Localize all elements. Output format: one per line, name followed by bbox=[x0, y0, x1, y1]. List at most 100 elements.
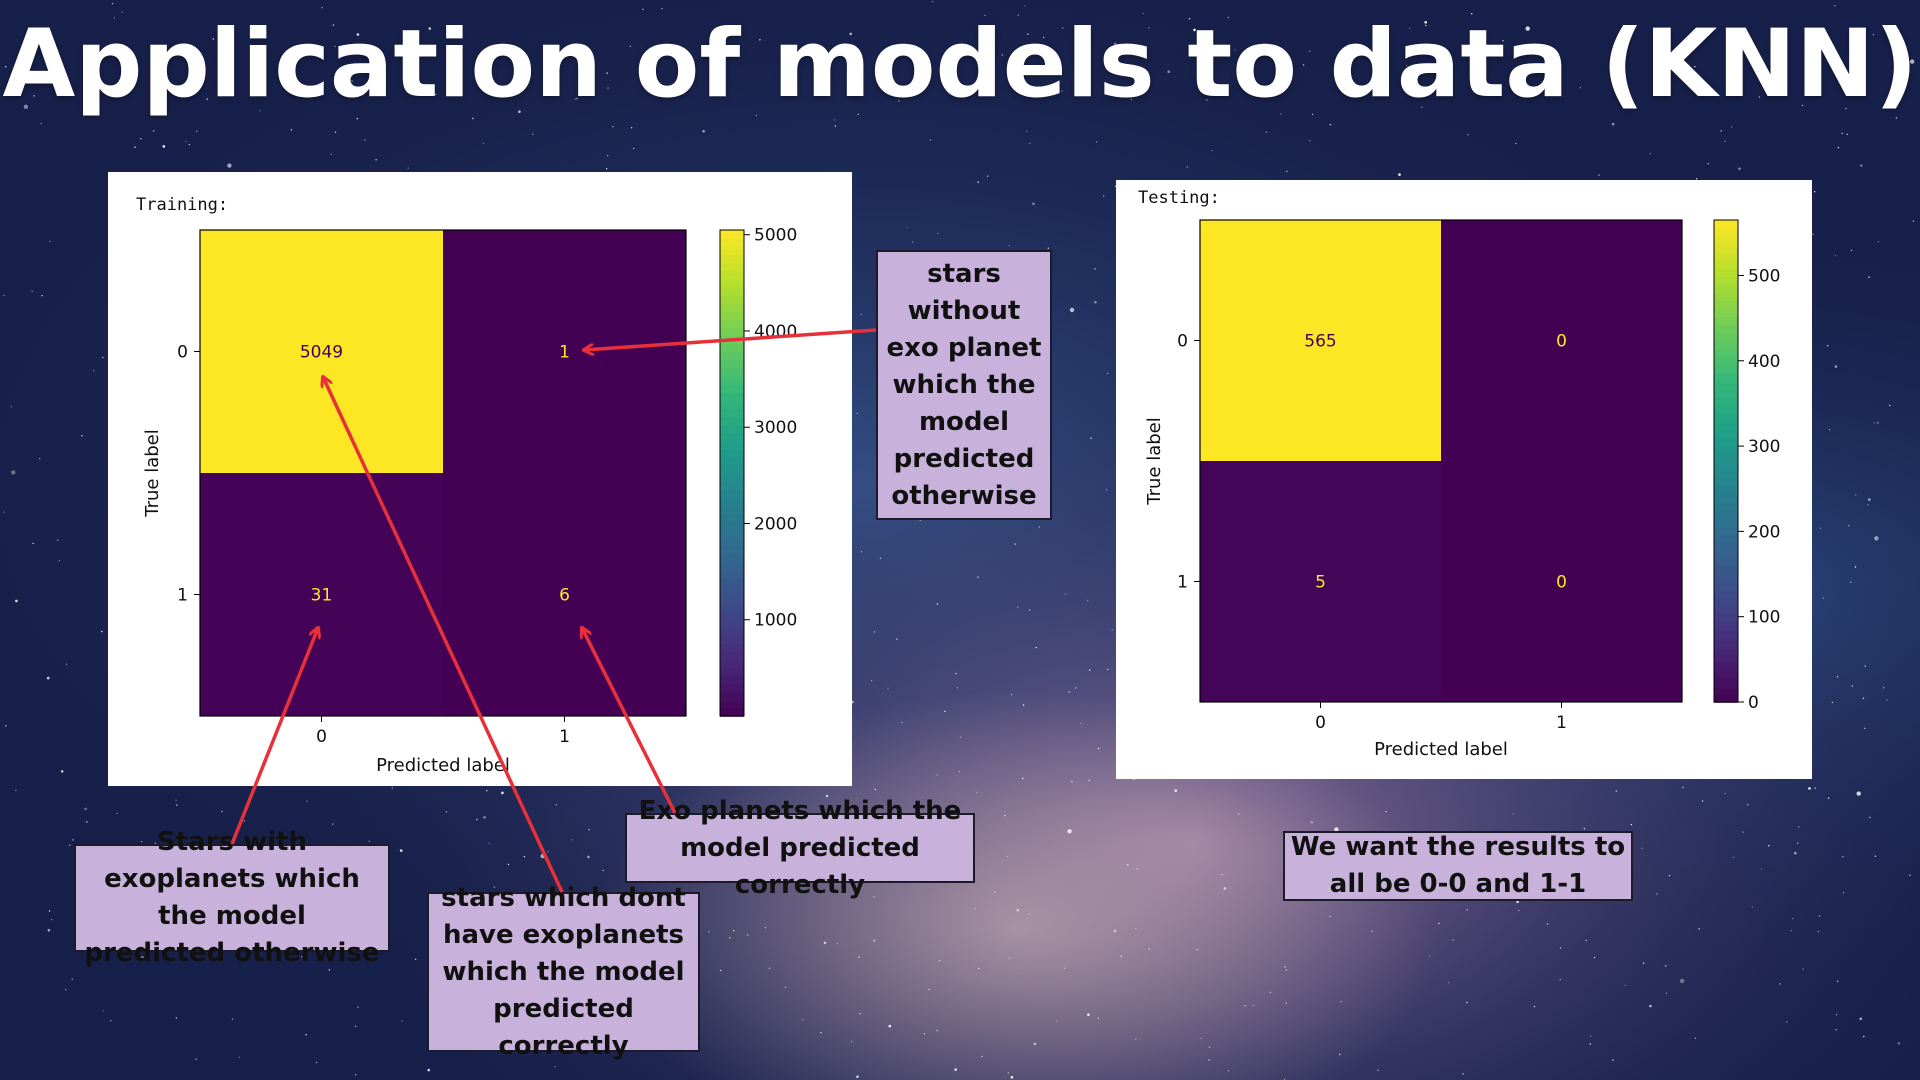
training-panel: Training: 5049 1 31 6 0 1 0 1 Predicted label True… bbox=[108, 172, 852, 786]
test-colorbar-segment bbox=[1714, 613, 1738, 623]
train-cell-value-1-1: 6 bbox=[559, 586, 570, 606]
test-x-tick-0: 0 bbox=[1315, 713, 1326, 733]
train-colorbar-segment bbox=[720, 311, 744, 320]
train-colorbar-segment bbox=[720, 335, 744, 345]
test-colorbar-tick-2: 200 bbox=[1748, 522, 1780, 542]
train-cell-value-1-0: 31 bbox=[311, 586, 333, 606]
test-matrix-frame bbox=[1199, 219, 1683, 703]
train-x-tick-1: 1 bbox=[559, 727, 570, 747]
test-cell-value-1-1: 0 bbox=[1556, 573, 1567, 593]
train-cell-value-0-1: 1 bbox=[559, 343, 570, 363]
train-colorbar-segment bbox=[720, 456, 744, 466]
test-y-tick-1: 1 bbox=[1177, 573, 1188, 593]
test-colorbar-segment bbox=[1714, 693, 1738, 703]
train-colorbar-segment bbox=[720, 683, 744, 693]
train-colorbar-segment bbox=[720, 602, 744, 612]
train-colorbar-segment bbox=[720, 262, 744, 272]
test-colorbar-segment bbox=[1714, 517, 1738, 527]
test-colorbar-segment bbox=[1714, 573, 1738, 583]
test-colorbar-segment bbox=[1714, 300, 1738, 310]
train-colorbar-segment bbox=[720, 408, 744, 418]
test-colorbar-segment bbox=[1714, 228, 1738, 237]
test-colorbar-segment bbox=[1714, 581, 1738, 591]
train-colorbar-segment bbox=[720, 529, 744, 539]
train-colorbar-segment bbox=[720, 643, 744, 652]
test-colorbar-segment bbox=[1714, 501, 1738, 510]
train-colorbar-tick-1: 2000 bbox=[754, 514, 797, 534]
test-colorbar-segment bbox=[1714, 485, 1738, 494]
training-confusion-matrix: Training: 5049 1 31 6 0 1 0 1 Predicted label True… bbox=[136, 195, 797, 776]
train-colorbar-segment bbox=[720, 594, 744, 604]
test-y-tick-0: 0 bbox=[1177, 332, 1188, 352]
train-colorbar-segment bbox=[720, 521, 744, 531]
test-colorbar-segment bbox=[1714, 533, 1738, 543]
test-colorbar-segment bbox=[1714, 332, 1738, 342]
train-colorbar-segment bbox=[720, 618, 744, 628]
train-colorbar-segment bbox=[720, 578, 744, 588]
test-colorbar-segment bbox=[1714, 525, 1738, 535]
test-colorbar-segment bbox=[1714, 340, 1738, 350]
test-colorbar-segment bbox=[1714, 461, 1738, 470]
train-colorbar-segment bbox=[720, 448, 744, 458]
train-colorbar-segment bbox=[720, 367, 744, 377]
test-colorbar-segment bbox=[1714, 452, 1738, 462]
test-colorbar-segment bbox=[1714, 428, 1738, 438]
train-colorbar-segment bbox=[720, 246, 744, 256]
test-colorbar-tick-0: 0 bbox=[1748, 693, 1759, 713]
train-colorbar-segment bbox=[720, 554, 744, 563]
train-colorbar-segment bbox=[720, 464, 744, 474]
train-panel-label: Training: bbox=[136, 195, 228, 215]
train-colorbar-segment bbox=[720, 545, 744, 555]
train-xlabel: Predicted label bbox=[376, 755, 510, 776]
train-colorbar-segment bbox=[720, 691, 744, 701]
train-colorbar-segment bbox=[720, 610, 744, 620]
slide-title: Application of models to data (KNN) bbox=[2, 10, 1918, 119]
train-colorbar-segment bbox=[720, 562, 744, 571]
train-colorbar-segment bbox=[720, 497, 744, 507]
test-colorbar-segment bbox=[1714, 541, 1738, 551]
train-colorbar-segment bbox=[720, 238, 744, 247]
test-colorbar-segment bbox=[1714, 244, 1738, 253]
test-colorbar-segment bbox=[1714, 565, 1738, 575]
train-colorbar-segment bbox=[720, 278, 744, 288]
callout-true-positive: Exo planets which the model predicted co… bbox=[625, 796, 975, 900]
test-cell-0-1 bbox=[1441, 220, 1682, 461]
test-colorbar-frame bbox=[1713, 219, 1739, 703]
train-colorbar-segment bbox=[720, 230, 744, 239]
train-y-tick-0: 0 bbox=[177, 343, 188, 363]
test-cell-1-0 bbox=[1200, 461, 1441, 702]
train-colorbar-segment bbox=[720, 319, 744, 328]
test-colorbar-segment bbox=[1714, 252, 1738, 261]
test-cell-1-1 bbox=[1441, 461, 1682, 702]
callout-true-negative: stars which dont have exoplanets which t… bbox=[427, 883, 700, 1061]
testing-panel: Testing: 565 0 5 0 0 1 0 1 Predicted label True la… bbox=[1116, 180, 1812, 779]
train-colorbar-segment bbox=[720, 294, 744, 304]
test-colorbar-tick-3: 300 bbox=[1748, 437, 1780, 457]
callout-goal: We want the results to all be 0-0 and 1-… bbox=[1283, 831, 1633, 901]
train-colorbar-segment bbox=[720, 699, 744, 709]
train-colorbar-segment bbox=[720, 383, 744, 393]
test-colorbar-segment bbox=[1714, 268, 1738, 278]
train-x-tick-0: 0 bbox=[316, 727, 327, 747]
test-ylabel: True label bbox=[1144, 417, 1165, 506]
test-colorbar-segment bbox=[1714, 284, 1738, 294]
test-colorbar-segment bbox=[1714, 356, 1738, 366]
test-colorbar-segment bbox=[1714, 637, 1738, 647]
test-colorbar-segment bbox=[1714, 661, 1738, 671]
test-x-tick-1: 1 bbox=[1556, 713, 1567, 733]
test-colorbar-segment bbox=[1714, 549, 1738, 559]
test-colorbar-segment bbox=[1714, 260, 1738, 269]
train-cell-value-0-0: 5049 bbox=[300, 343, 343, 363]
train-ylabel: True label bbox=[142, 429, 163, 518]
train-colorbar-segment bbox=[720, 359, 744, 369]
train-colorbar-segment bbox=[720, 375, 744, 385]
test-colorbar-segment bbox=[1714, 469, 1738, 478]
train-colorbar-segment bbox=[720, 473, 744, 482]
train-colorbar-tick-2: 3000 bbox=[754, 418, 797, 438]
train-colorbar-segment bbox=[720, 254, 744, 264]
test-colorbar-tick-5: 500 bbox=[1748, 266, 1780, 286]
test-colorbar-segment bbox=[1714, 677, 1738, 687]
train-colorbar-segment bbox=[720, 570, 744, 580]
train-colorbar-segment bbox=[720, 343, 744, 353]
